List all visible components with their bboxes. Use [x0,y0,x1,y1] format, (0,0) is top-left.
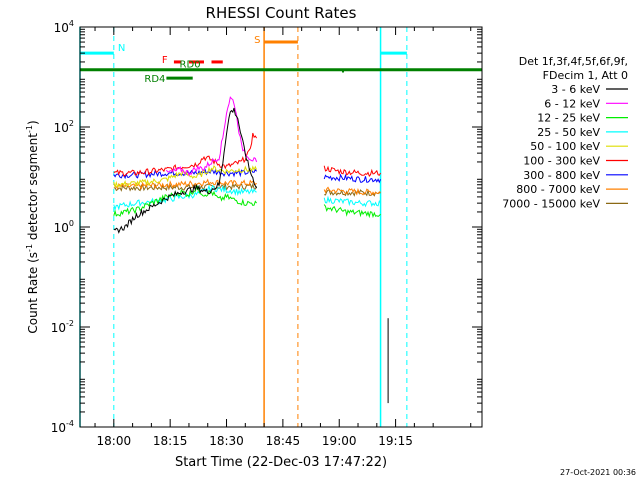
x-tick-label: 18:00 [97,434,132,448]
legend-entry-label: 25 - 50 keV [537,126,600,139]
series-25-50-kev [113,184,257,211]
x-tick-label: 19:15 [378,434,413,448]
legend-entry-label: 6 - 12 keV [544,97,600,110]
plot-frame [79,26,483,428]
series-800-7000-kev [323,186,381,196]
x-tick-label: 18:45 [266,434,301,448]
y-tick-label: 104 [54,19,74,35]
legend-entry-label: 3 - 6 keV [551,83,600,96]
y-tick-label: 100 [54,219,74,235]
series-100-300-kev [323,165,382,177]
y-axis-label: Count Rate (s-1 detector segment-1) [25,120,40,333]
series-800-7000-kev [113,178,257,190]
annotation-layer: N S F RD0 RD4 [79,27,482,427]
legend-entry-label: 12 - 25 keV [537,112,600,125]
x-tick-label: 18:15 [153,434,188,448]
legend-entry-label: 7000 - 15000 keV [502,197,600,210]
series-50-100-kev [113,165,258,189]
night-label: N [118,43,125,54]
legend-entry-label: 50 - 100 keV [530,140,600,153]
date-stamp: 27-Oct-2021 00:36 [560,468,636,477]
y-tick-label: 10-4 [51,419,74,435]
series-3-6-kev [113,107,258,234]
y-tick-label: 10-2 [51,319,74,335]
legend-entry-label: 100 - 300 keV [523,155,600,168]
flare-label: F [162,55,168,66]
x-axis-label: Start Time (22-Dec-03 17:47:22) [175,455,387,470]
series-12-25-kev [113,185,257,217]
series-7000-15000-kev [324,188,381,197]
series-100-300-kev [113,132,258,177]
x-tick-label: 19:00 [322,434,357,448]
legend-entry-label: 800 - 7000 keV [516,183,600,196]
series-6-12-kev [165,96,258,177]
series-25-50-kev [323,195,382,208]
legend-entry-label: 300 - 800 keV [523,169,600,182]
legend-title-line: Det 1f,3f,4f,5f,6f,9f, [519,55,628,68]
axes: 10-4 10-2 100 102 104 18:00 18:15 18:30 18:45 19:… [51,19,482,448]
series-12-25-kev [323,204,381,219]
rd4-marker [341,69,344,73]
y-tick-label: 102 [54,119,74,135]
legend-title-line: FDecim 1, Att 0 [543,69,628,82]
series-layer [113,96,389,404]
saa-label: S [254,35,260,46]
legend: Det 1f,3f,4f,5f,6f,9f,FDecim 1, Att 03 -… [502,55,628,210]
series-300-800-kev [323,173,382,184]
chart-title: RHESSI Count Rates [206,4,357,22]
rd4-label: RD4 [144,74,165,85]
rd0-label: RD0 [180,60,201,71]
x-tick-label: 18:30 [209,434,244,448]
